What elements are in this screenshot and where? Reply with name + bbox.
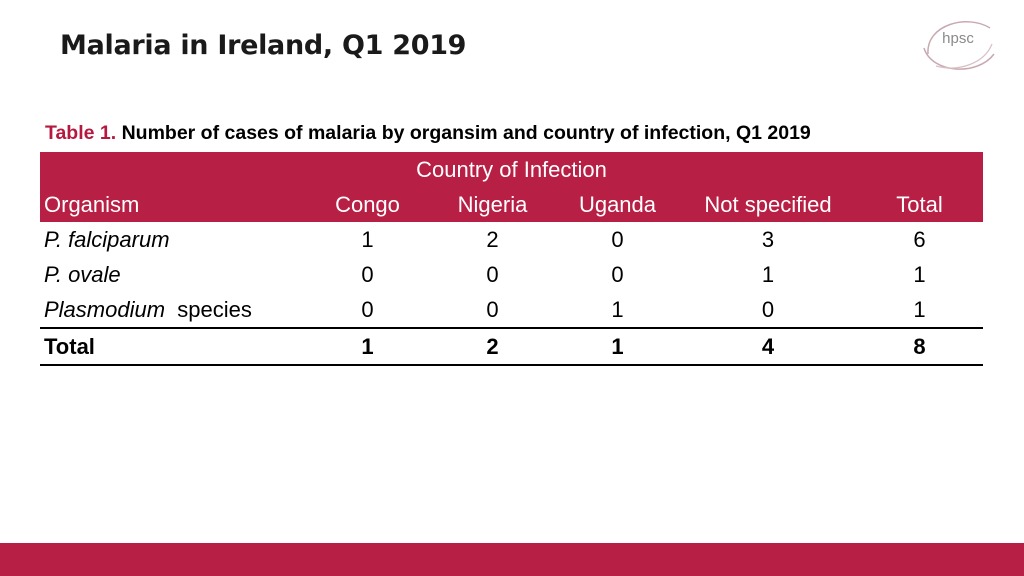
table-caption: Table 1. Number of cases of malaria by o… bbox=[45, 122, 811, 145]
total-not-specified: 4 bbox=[680, 328, 856, 366]
cell-nigeria: 0 bbox=[486, 262, 499, 287]
group-header-row: Country of Infection bbox=[40, 152, 983, 187]
cell-uganda: 0 bbox=[611, 262, 624, 287]
organism-name: Plasmodium bbox=[44, 297, 166, 322]
table-row: P. falciparum 1 2 0 3 6 bbox=[40, 222, 983, 257]
cell-nigeria: 2 bbox=[486, 227, 499, 252]
footer-bar bbox=[0, 543, 1024, 576]
cell-congo: 1 bbox=[361, 227, 374, 252]
caption-text: Number of cases of malaria by organsim a… bbox=[116, 122, 811, 144]
cell-not-specified: 3 bbox=[761, 227, 775, 252]
header-not-specified: Not specified bbox=[704, 192, 832, 217]
cell-uganda: 0 bbox=[611, 227, 624, 252]
header-nigeria: Nigeria bbox=[457, 192, 528, 217]
organism-cell: P. falciparum bbox=[40, 222, 305, 257]
logo-text: hpsc bbox=[942, 30, 974, 47]
header-uganda: Uganda bbox=[578, 192, 657, 217]
header-total: Total bbox=[896, 192, 943, 217]
total-nigeria: 2 bbox=[430, 328, 555, 366]
total-uganda: 1 bbox=[555, 328, 680, 366]
caption-lead: Table 1. bbox=[45, 122, 117, 144]
total-label: Total bbox=[40, 328, 305, 366]
cell-total: 1 bbox=[913, 262, 926, 287]
header-congo: Congo bbox=[335, 192, 400, 217]
organism-cell: Plasmodium species bbox=[40, 292, 305, 329]
header-organism: Organism bbox=[44, 192, 140, 217]
group-header-country: Country of Infection bbox=[416, 157, 607, 182]
cell-total: 6 bbox=[913, 227, 926, 252]
malaria-table: Country of Infection Organism Congo Nige… bbox=[40, 152, 983, 366]
logo-swoosh-icon bbox=[923, 21, 995, 70]
table-row: Plasmodium species 0 0 1 0 1 bbox=[40, 292, 983, 329]
organism-cell: P. ovale bbox=[40, 257, 305, 292]
cell-congo: 0 bbox=[361, 262, 374, 287]
cell-total: 1 bbox=[856, 292, 983, 329]
cell-nigeria: 0 bbox=[430, 292, 555, 329]
cell-not-specified: 1 bbox=[761, 262, 775, 287]
organism-name: P. ovale bbox=[44, 262, 121, 287]
organism-name: P. falciparum bbox=[44, 227, 170, 252]
total-congo: 1 bbox=[305, 328, 430, 366]
column-header-row: Organism Congo Nigeria Uganda Not specif… bbox=[40, 187, 983, 222]
cell-uganda: 1 bbox=[555, 292, 680, 329]
cell-congo: 0 bbox=[305, 292, 430, 329]
organism-suffix: species bbox=[165, 297, 252, 322]
cell-not-specified: 0 bbox=[680, 292, 856, 329]
total-total: 8 bbox=[856, 328, 983, 366]
slide-title: Malaria in Ireland, Q1 2019 bbox=[60, 30, 467, 61]
table-row: P. ovale 0 0 0 1 1 bbox=[40, 257, 983, 292]
hpsc-logo: hpsc bbox=[918, 14, 998, 78]
total-row: Total 1 2 1 4 8 bbox=[40, 328, 983, 366]
